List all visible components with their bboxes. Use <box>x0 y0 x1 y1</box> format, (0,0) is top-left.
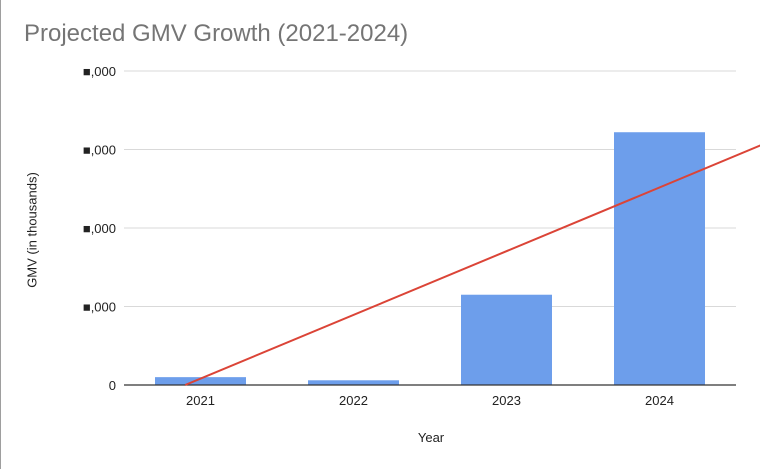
y-tick-label: ■,000 <box>83 143 116 158</box>
bar <box>308 380 399 385</box>
bar <box>155 377 246 385</box>
x-tick-label: 2022 <box>339 393 368 408</box>
trendline <box>184 144 760 386</box>
chart-title: Projected GMV Growth (2021-2024) <box>24 20 409 47</box>
bar <box>614 132 705 385</box>
x-tick-label: 2021 <box>186 393 215 408</box>
bar <box>461 294 552 385</box>
y-tick-label: ■,000 <box>83 300 116 315</box>
x-tick-label: 2023 <box>492 393 521 408</box>
y-tick-label: ■,000 <box>83 64 116 79</box>
y-tick-label: 0 <box>109 378 116 393</box>
y-tick-label: ■,000 <box>83 221 116 236</box>
x-axis-title: Year <box>417 430 445 445</box>
x-tick-label: 2024 <box>645 393 674 408</box>
